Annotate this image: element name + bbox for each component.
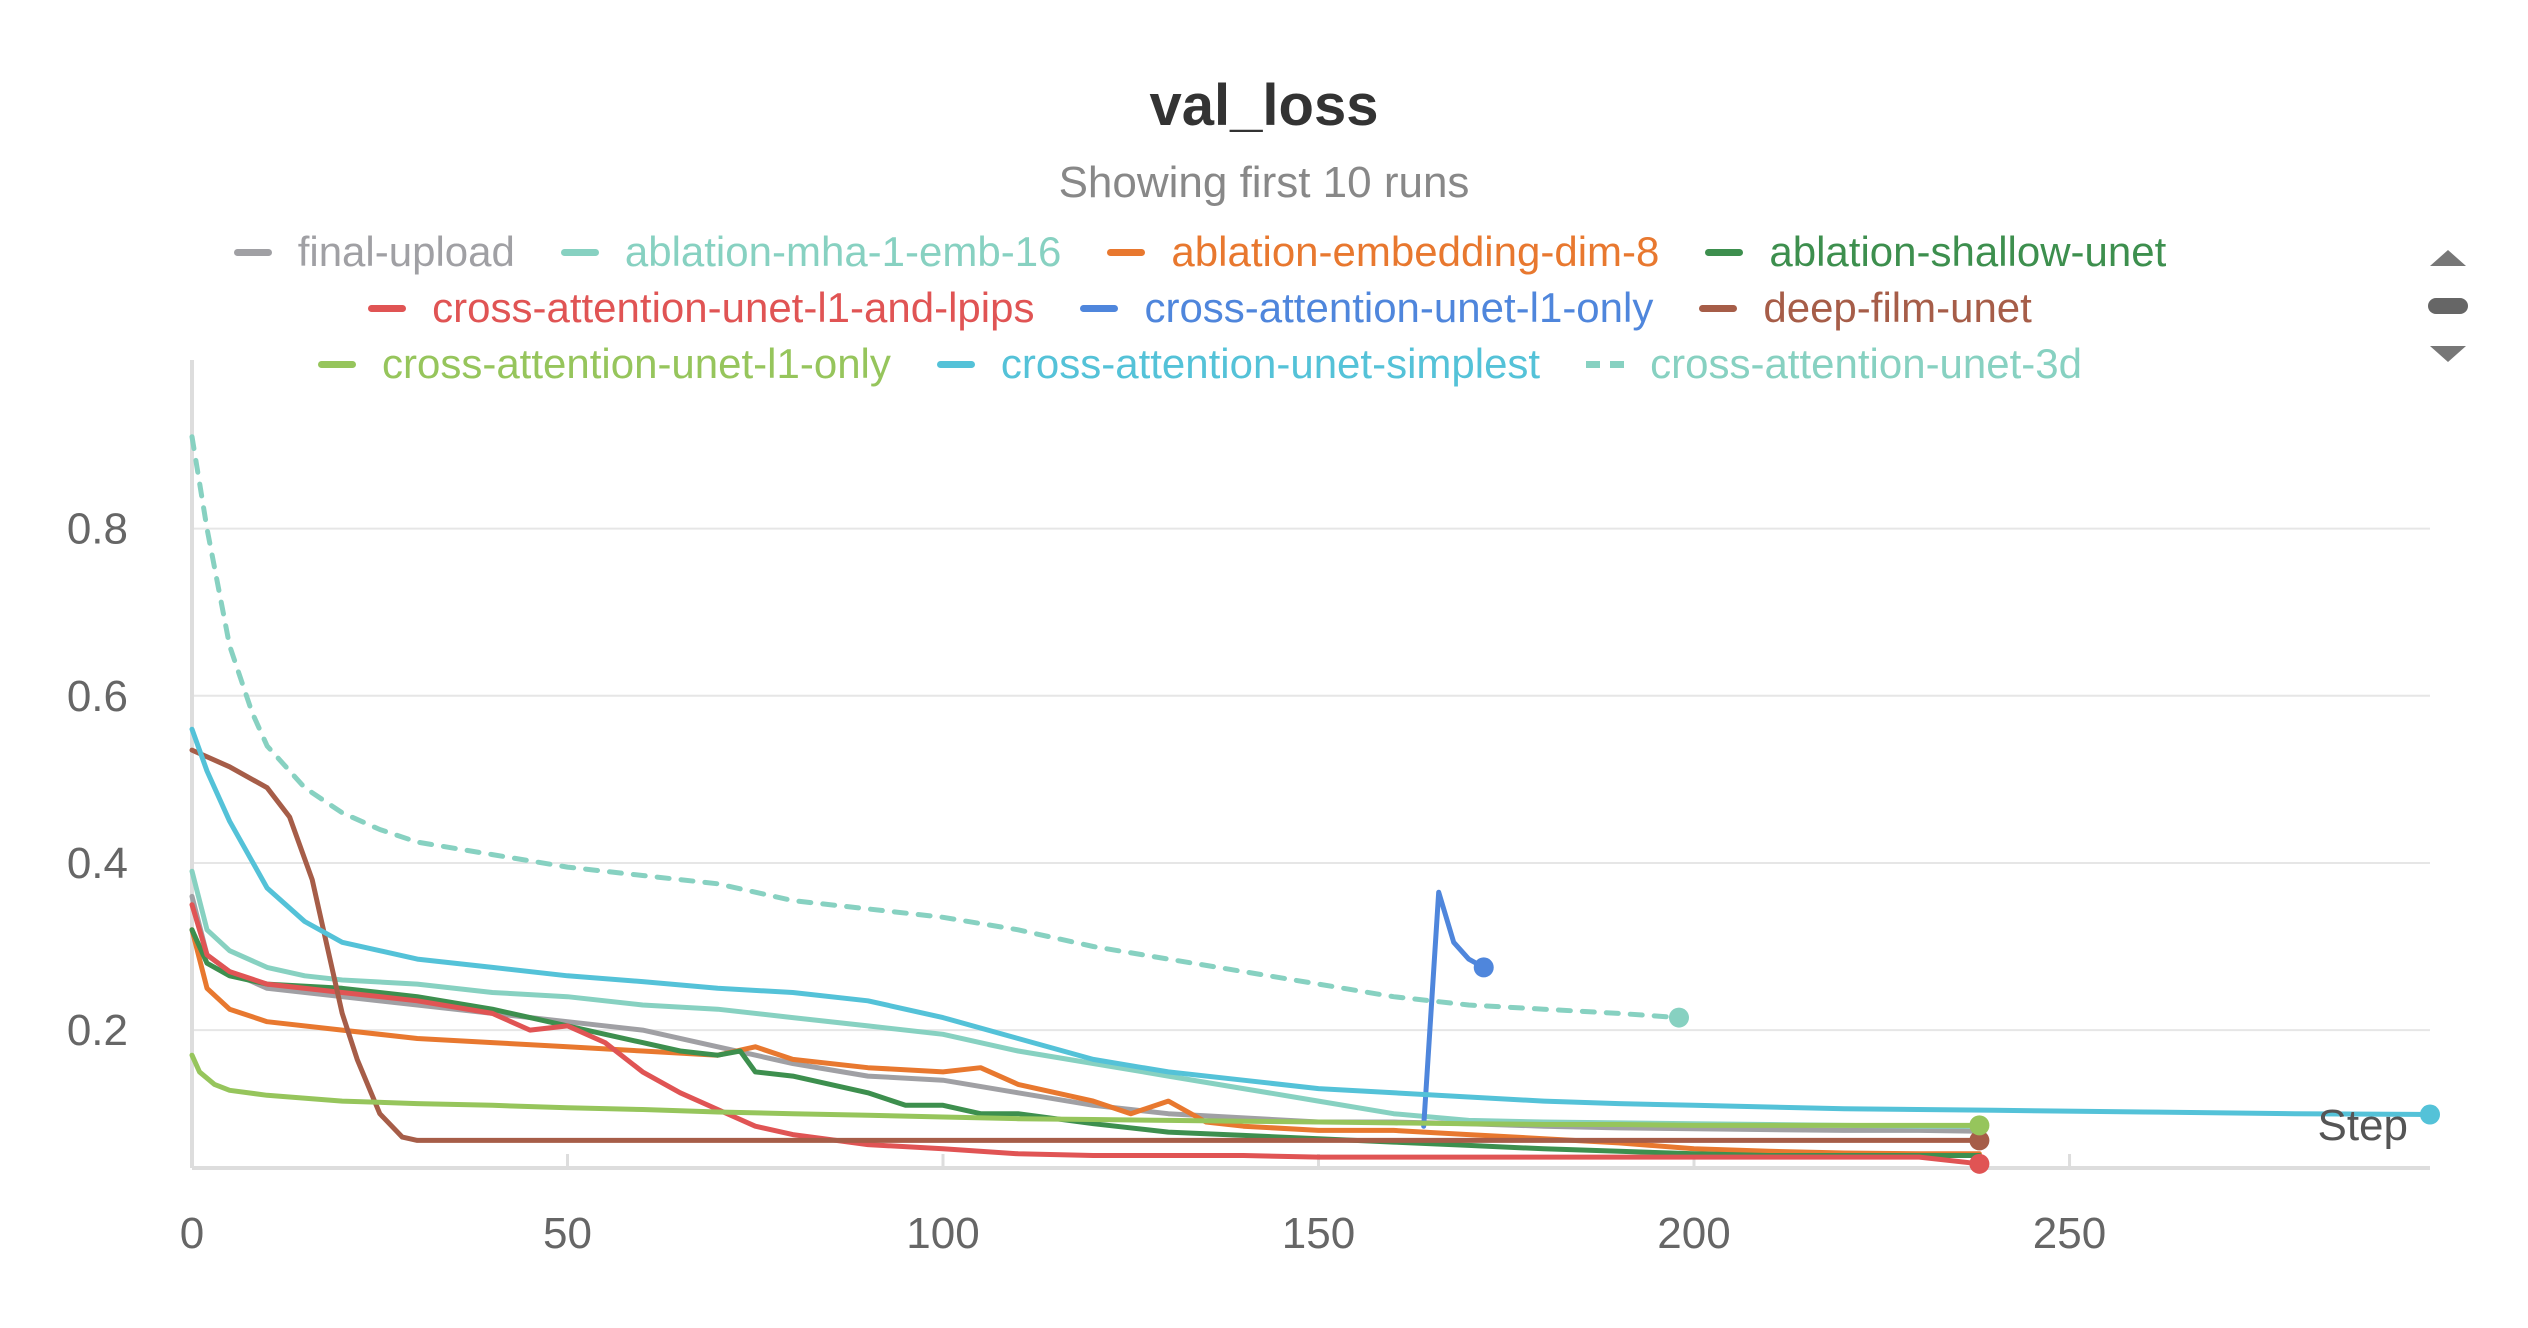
- legend-label: ablation-shallow-unet: [1769, 228, 2167, 275]
- legend-label: cross-attention-unet-3d: [1650, 340, 2083, 387]
- legend-swatch: [368, 304, 407, 312]
- y-tick-label: 0.2: [67, 1006, 128, 1055]
- series-end-point-8[interactable]: [2420, 1104, 2440, 1125]
- series-line-8[interactable]: [189, 726, 2433, 1117]
- legend-item[interactable]: ablation-mha-1-emb-16: [560, 228, 1062, 276]
- chevron-up-icon[interactable]: [2430, 250, 2466, 266]
- series-lines: [189, 434, 2440, 1174]
- series-line-9[interactable]: [189, 434, 1682, 1021]
- legend-swatch: [1586, 360, 1625, 368]
- legend-label: cross-attention-unet-l1-and-lpips: [432, 284, 1035, 331]
- series-line-4[interactable]: [189, 902, 1982, 1167]
- series-end-point-5[interactable]: [1473, 957, 1494, 978]
- y-tick-label: 0.4: [67, 839, 128, 888]
- chevron-down-icon[interactable]: [2430, 346, 2466, 362]
- legend-swatch: [1080, 304, 1119, 312]
- legend-scroller[interactable]: [2418, 236, 2478, 376]
- x-tick-label: 200: [1657, 1209, 1730, 1258]
- legend-label: deep-film-unet: [1763, 284, 2032, 331]
- series-end-point-6[interactable]: [1969, 1130, 1990, 1151]
- series-end-point-9[interactable]: [1668, 1007, 1689, 1028]
- legend-label: final-upload: [297, 228, 515, 275]
- legend-label: ablation-embedding-dim-8: [1171, 228, 1660, 275]
- legend-row: cross-attention-unet-l1-and-lpips cross-a…: [0, 284, 2400, 332]
- x-tick-label: 100: [906, 1209, 979, 1258]
- legend-item[interactable]: deep-film-unet: [1699, 284, 2032, 332]
- legend-row: final-upload ablation-mha-1-emb-16 ablatio…: [0, 228, 2400, 276]
- legend-label: cross-attention-unet-l1-only: [1144, 284, 1654, 331]
- legend-item[interactable]: ablation-embedding-dim-8: [1107, 228, 1659, 276]
- legend-label: ablation-mha-1-emb-16: [624, 228, 1062, 275]
- x-tick-label: 0: [180, 1209, 204, 1258]
- x-tick-label: 250: [2033, 1209, 2106, 1258]
- x-tick-label: 50: [543, 1209, 592, 1258]
- legend-item[interactable]: ablation-shallow-unet: [1705, 228, 2166, 276]
- legend-swatch: [233, 248, 272, 256]
- legend-item[interactable]: cross-attention-unet-3d: [1586, 340, 2082, 388]
- legend-swatch: [936, 360, 975, 368]
- chart-subtitle: Showing first 10 runs: [1058, 158, 1470, 207]
- legend-item[interactable]: cross-attention-unet-l1-only: [317, 340, 891, 388]
- y-tick-label: 0.8: [67, 505, 128, 554]
- legend-label: cross-attention-unet-simplest: [1000, 340, 1541, 387]
- legend-item[interactable]: final-upload: [233, 228, 515, 276]
- series-line-0[interactable]: [189, 893, 1982, 1134]
- drag-handle-icon[interactable]: [2428, 298, 2468, 314]
- series-line-1[interactable]: [189, 868, 1982, 1129]
- legend-item[interactable]: cross-attention-unet-simplest: [936, 340, 1541, 388]
- legend-swatch: [317, 360, 356, 368]
- legend-row: cross-attention-unet-l1-only cross-attent…: [0, 340, 2400, 388]
- legend-swatch: [560, 248, 599, 256]
- x-axis-label: Step: [2317, 1101, 2408, 1150]
- legend-swatch: [1699, 304, 1738, 312]
- legend-item[interactable]: cross-attention-unet-l1-and-lpips: [368, 284, 1034, 332]
- series-line-7[interactable]: [189, 1052, 1982, 1128]
- legend-label: cross-attention-unet-l1-only: [381, 340, 891, 387]
- series-end-point-7[interactable]: [1969, 1115, 1990, 1136]
- legend-swatch: [1107, 248, 1146, 256]
- legend-item[interactable]: cross-attention-unet-l1-only: [1080, 284, 1653, 332]
- series-end-point-4[interactable]: [1969, 1153, 1990, 1174]
- x-tick-label: 150: [1282, 1209, 1355, 1258]
- tick-labels: 0.2 0.4 0.6 0.8 0 50 100 150 200 250: [67, 505, 2106, 1258]
- chart-title: val_loss: [1149, 73, 1379, 138]
- series-line-3[interactable]: [189, 927, 1982, 1158]
- series-line-6[interactable]: [189, 747, 1982, 1143]
- grid: [192, 527, 2430, 1032]
- legend-swatch: [1705, 248, 1744, 256]
- series-line-5[interactable]: [1421, 889, 1487, 1129]
- y-tick-label: 0.6: [67, 672, 128, 721]
